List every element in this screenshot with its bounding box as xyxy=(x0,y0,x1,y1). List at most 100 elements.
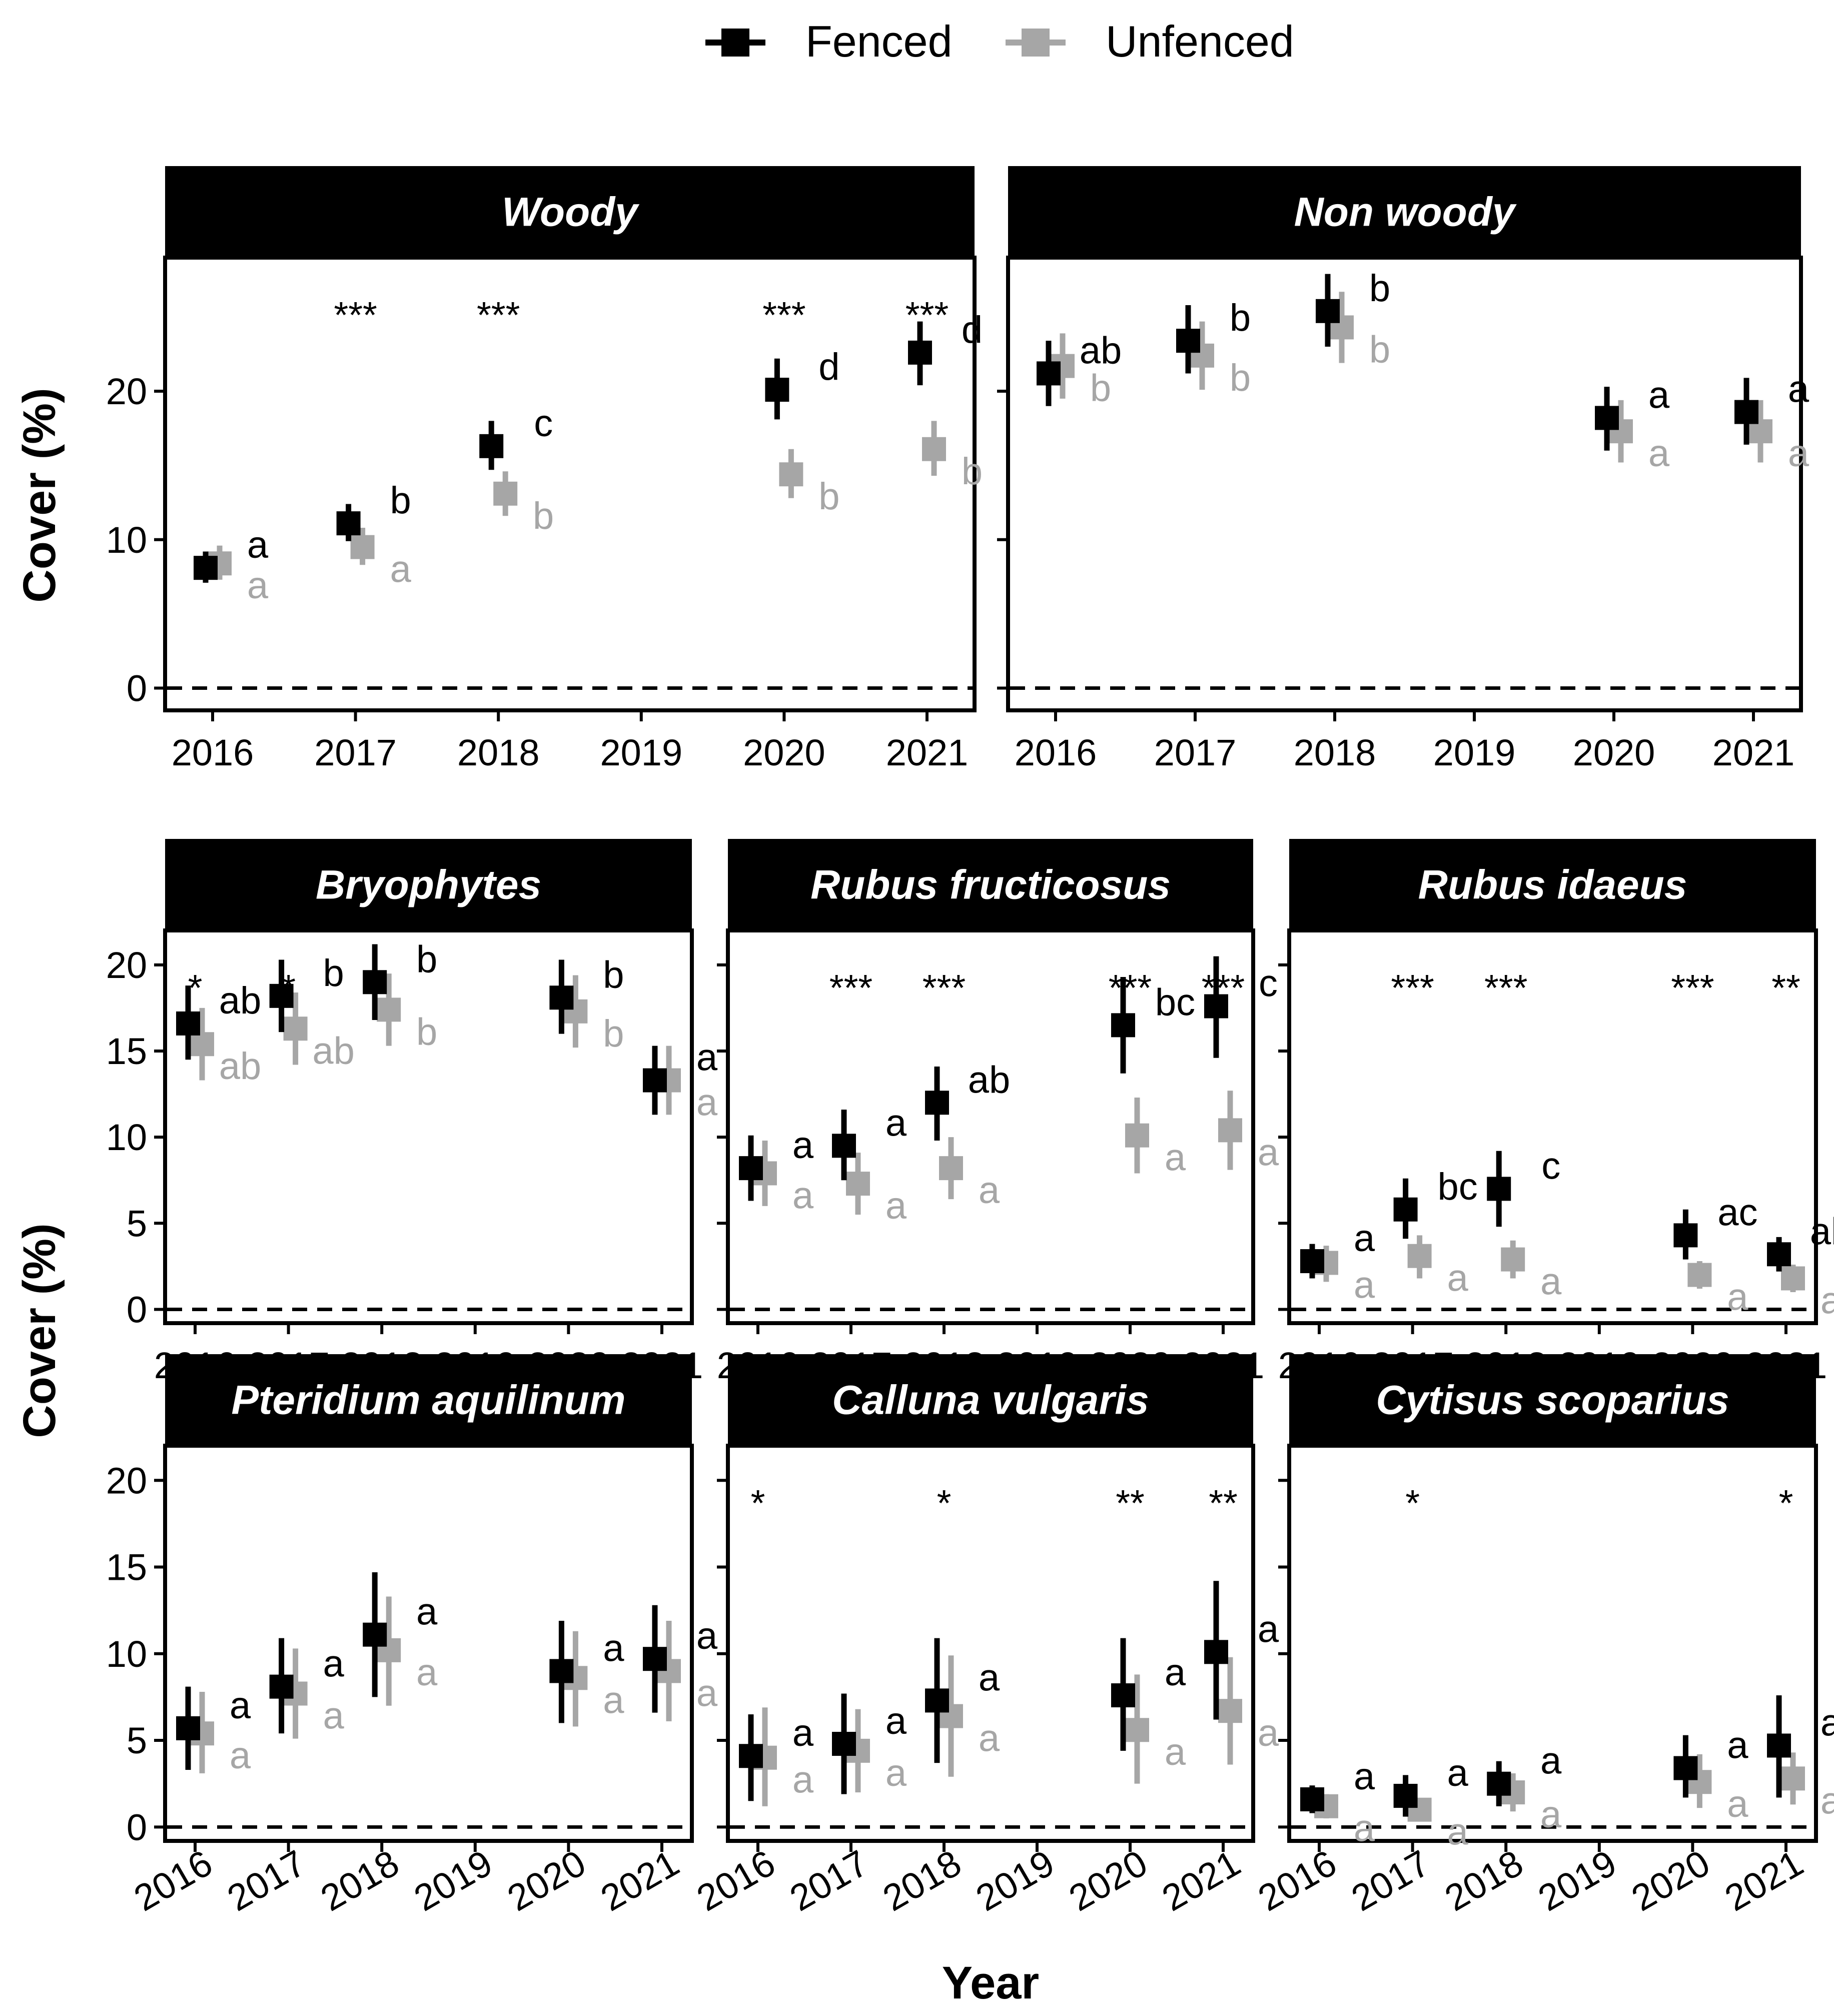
group-letter-label: a xyxy=(1788,432,1809,475)
data-point xyxy=(1204,994,1228,1019)
significance-label: ** xyxy=(1209,1482,1238,1524)
group-letter-label: b xyxy=(1090,367,1111,410)
group-letter-label: a xyxy=(1540,1793,1562,1836)
group-letter-label: d xyxy=(818,346,839,388)
data-point xyxy=(643,1068,667,1093)
data-point xyxy=(283,1017,308,1041)
significance-label: *** xyxy=(334,294,377,336)
data-point xyxy=(1487,1177,1511,1201)
group-letter-label: a xyxy=(247,524,269,566)
x-tick-label: 2019 xyxy=(1531,1842,1623,1919)
significance-label: *** xyxy=(829,967,872,1009)
y-tick-label: 0 xyxy=(127,1289,147,1330)
y-axis-label-top: Cover (%) xyxy=(14,388,65,602)
group-letter-label: a xyxy=(1354,1264,1375,1306)
x-tick-label: 2020 xyxy=(1624,1842,1716,1919)
panel-strip xyxy=(165,166,975,258)
x-tick-label: 2019 xyxy=(1433,732,1516,773)
y-tick-label: 15 xyxy=(106,1031,147,1072)
group-letter-label: ab xyxy=(1810,1210,1834,1253)
data-point xyxy=(549,985,574,1010)
panel-title: Bryophytes xyxy=(316,862,541,908)
data-point xyxy=(1037,361,1061,386)
group-letter-label: b xyxy=(818,475,839,518)
x-tick-label: 2021 xyxy=(594,1842,686,1919)
group-letter-label: a xyxy=(696,1082,718,1124)
panel-title: Woody xyxy=(502,190,640,235)
y-tick-label: 0 xyxy=(127,1806,147,1848)
data-point xyxy=(1111,1013,1135,1038)
data-point xyxy=(549,1659,574,1683)
x-tick-label: 2017 xyxy=(1345,1842,1437,1919)
data-point xyxy=(176,1011,200,1036)
group-letter-label: a xyxy=(792,1759,814,1801)
significance-label: *** xyxy=(1484,967,1527,1009)
panel-strip xyxy=(165,839,692,930)
data-point xyxy=(479,434,504,458)
data-point xyxy=(832,1731,856,1756)
panel-calluna-vulgaris: Calluna vulgaris 2016 2017 2018 2019 2020 2021… xyxy=(690,1354,1279,1919)
panel-rubus-fructicosus: Rubus fructicosus20162017201820192020202… xyxy=(717,839,1279,1386)
group-letter-label: a xyxy=(1258,1131,1279,1174)
data-point xyxy=(1300,1249,1324,1274)
group-letter-label: a xyxy=(696,1615,718,1657)
x-tick-label: 2017 xyxy=(221,1842,313,1919)
group-letter-label: a xyxy=(1820,1701,1834,1744)
group-letter-label: a xyxy=(696,1672,718,1714)
significance-label: ** xyxy=(1771,967,1800,1009)
group-letter-label: a xyxy=(1354,1807,1375,1850)
panel-border xyxy=(163,928,694,1325)
data-point xyxy=(1300,1787,1324,1811)
y-tick-label: 15 xyxy=(106,1547,147,1588)
x-tick-label: 2016 xyxy=(1251,1842,1343,1919)
x-tick-label: 2017 xyxy=(783,1842,875,1919)
group-letter-label: a xyxy=(792,1174,814,1217)
data-point xyxy=(1487,1771,1511,1796)
panel-border xyxy=(726,1444,1255,1843)
data-point xyxy=(493,481,518,506)
significance-label: * xyxy=(188,967,203,1009)
group-letter-label: ab xyxy=(219,1045,262,1088)
panel-border xyxy=(726,928,1255,1325)
group-letter-label: a xyxy=(885,1185,907,1227)
data-point xyxy=(1595,406,1619,430)
group-letter-label: b xyxy=(962,450,983,493)
y-tick-label: 10 xyxy=(106,519,147,561)
panel-strip xyxy=(1008,166,1801,258)
x-tick-label: 2018 xyxy=(876,1842,968,1919)
group-letter-label: a xyxy=(1354,1755,1375,1798)
group-letter-label: a xyxy=(1820,1779,1834,1822)
x-tick-label: 2017 xyxy=(314,732,397,773)
data-point xyxy=(269,1674,294,1699)
group-letter-label: a xyxy=(1727,1276,1748,1319)
group-letter-label: a xyxy=(696,1037,718,1079)
x-tick-label: 2021 xyxy=(1155,1842,1247,1919)
group-letter-label: c xyxy=(1541,1145,1560,1187)
data-point xyxy=(925,1688,949,1713)
legend-unfenced-marker xyxy=(1022,29,1050,57)
group-letter-label: a xyxy=(1258,1712,1279,1754)
group-letter-label: a xyxy=(1540,1740,1562,1782)
group-letter-label: a xyxy=(1648,432,1670,475)
data-point xyxy=(922,437,946,461)
data-point xyxy=(1316,299,1340,323)
data-point xyxy=(377,997,401,1022)
group-letter-label: a xyxy=(1447,1752,1468,1794)
group-letter-label: a xyxy=(323,1643,344,1685)
panel-cytisus-scoparius: Cytisus scoparius 2016 2017 2018 2019 2020 202… xyxy=(1251,1354,1834,1919)
data-point xyxy=(1407,1244,1432,1268)
x-tick-label: 2018 xyxy=(457,732,540,773)
group-letter-label: a xyxy=(1165,1137,1186,1179)
group-letter-label: a xyxy=(885,1102,907,1144)
panel-strip xyxy=(1289,1354,1816,1446)
significance-label: * xyxy=(281,967,296,1009)
panel-strip xyxy=(1289,839,1816,930)
data-point xyxy=(908,340,932,365)
group-letter-label: a xyxy=(1165,1651,1186,1694)
group-letter-label: b xyxy=(323,952,344,994)
legend-fenced-label: Fenced xyxy=(805,17,953,66)
panel-border xyxy=(1006,256,1803,712)
